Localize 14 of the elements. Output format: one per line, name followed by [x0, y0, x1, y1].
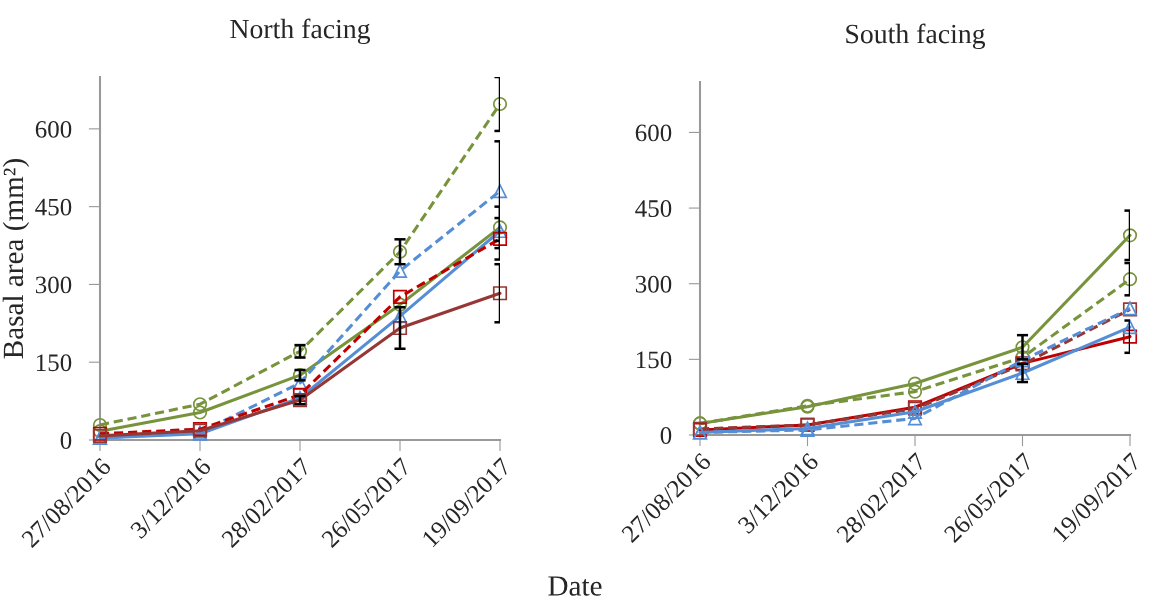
y-tick-label: 0: [660, 427, 672, 444]
y-tick-label: 150: [636, 351, 672, 369]
y-tick-label: 450: [635, 200, 672, 217]
y-tick-label: 600: [635, 124, 672, 142]
y-tick-label: 0: [60, 432, 72, 449]
chart-title: South facing: [846, 23, 986, 50]
y-tick-label: 600: [35, 120, 72, 138]
y-tick-label: 300: [635, 275, 672, 293]
y-tick-label: 450: [35, 198, 72, 216]
y-tick-label: 300: [35, 276, 72, 294]
x-axis-title: Date: [548, 576, 602, 596]
y-axis-title: Basal area (mm²): [2, 159, 30, 359]
chart-title: North facing: [230, 18, 371, 45]
y-tick-label: 150: [36, 354, 72, 372]
